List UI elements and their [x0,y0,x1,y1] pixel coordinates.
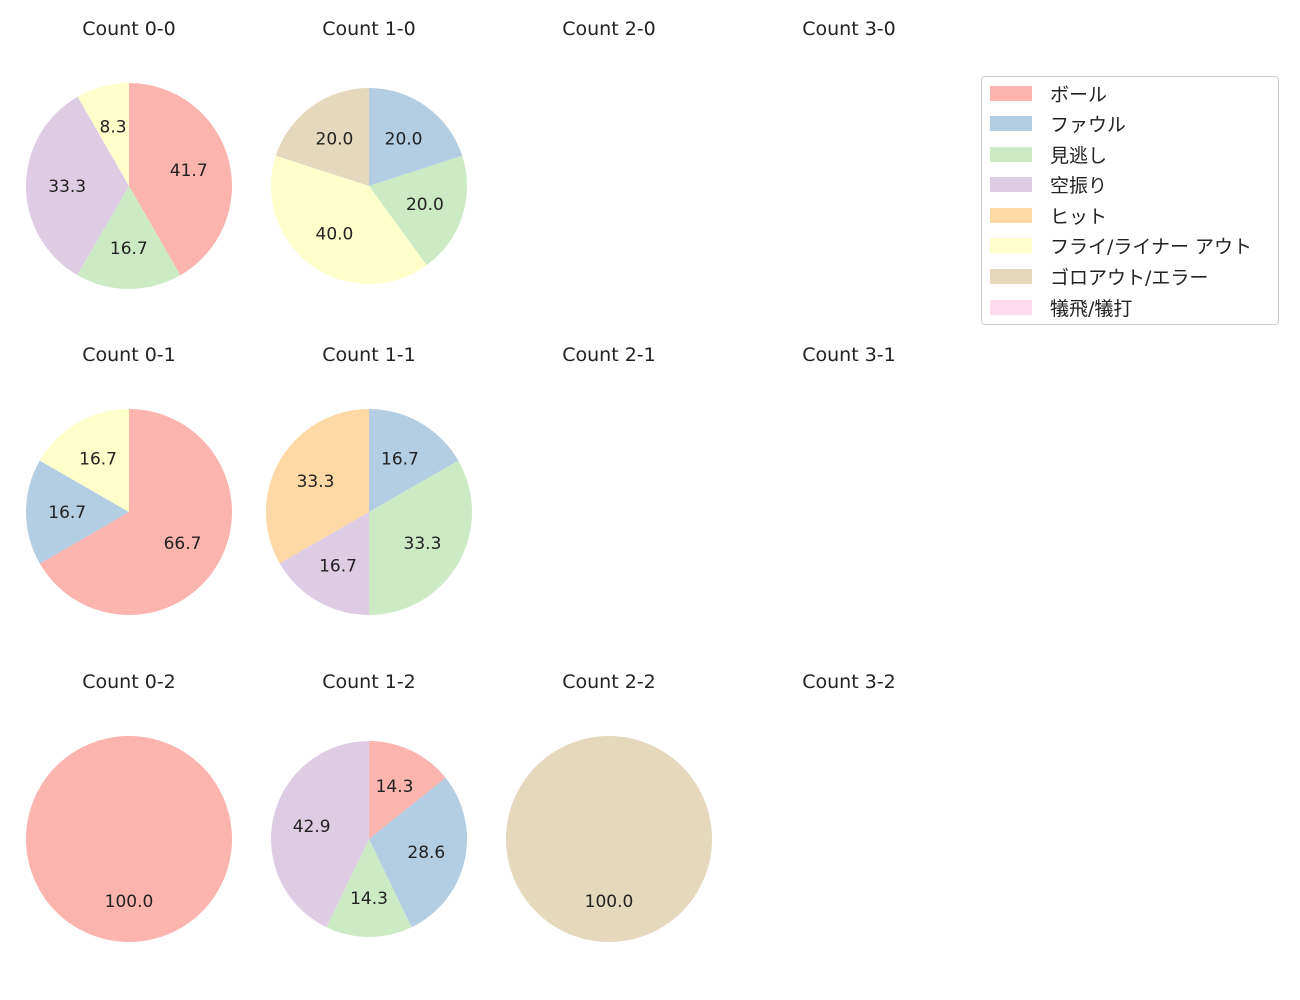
pie-slice [271,741,369,928]
legend-label: 空振り [1050,174,1108,197]
legend-item-called-strike: 見逃し [990,139,1107,169]
pie-slice [25,96,130,275]
pie-subplot: Count 1-2 14.3 28.6 14.3 42.9 [271,671,467,937]
slice-label: 20.0 [406,195,444,215]
subplot-title: Count 0-2 [82,671,176,693]
pie-slice [77,83,129,186]
slice-label: 16.7 [110,239,148,259]
subplot-title: Count 0-1 [82,344,176,366]
pie-slice [369,741,446,839]
slice-label: 41.7 [170,161,208,181]
legend-swatch [990,176,1032,192]
pie-slice [270,155,427,285]
legend-item-sacrifice: 犠飛/犠打 [990,292,1132,322]
legend-swatch [990,268,1032,284]
slice-label: 16.7 [48,503,86,523]
slice-label: 14.3 [350,889,388,909]
legend-swatch [990,115,1032,131]
legend-item-swinging-strike: 空振り [990,169,1107,199]
legend: ボール ファウル 見逃し 空振り ヒット フライ/ライナー アウト ゴロアウト/… [981,76,1279,325]
subplot-title: Count 3-0 [802,18,896,40]
pie-slice [369,460,473,615]
slice-label: 16.7 [381,450,419,470]
pie-slice [266,409,369,564]
legend-item-foul: ファウル [990,108,1126,138]
slice-label: 16.7 [319,556,357,576]
pie-slice [369,155,467,266]
legend-label: ヒット [1050,205,1108,228]
pie-slice [275,88,369,186]
pie-subplot: Count 0-0 41.7 16.7 33.3 8.3 [25,18,233,289]
legend-item-grounder-out-error: ゴロアウト/エラー [990,261,1208,291]
slice-label: 14.3 [376,777,414,797]
slice-label: 100.0 [585,892,634,912]
pie-subplot: Count 2-2 100.0 [506,671,712,942]
legend-label: ファウル [1050,113,1127,136]
pie-slice [326,839,412,937]
subplot-title: Count 1-2 [322,671,416,693]
legend-item-hit: ヒット [990,200,1107,230]
subplot-title: Count 1-0 [322,18,416,40]
pie-subplot: Count 0-1 66.7 16.7 16.7 [25,344,232,615]
slice-label: 42.9 [293,817,331,837]
legend-item-ball: ボール [990,78,1107,108]
legend-label: 犠飛/犠打 [1050,297,1133,320]
legend-label: ボール [1050,83,1108,106]
pie-subplot: Count 3-0 [802,18,896,40]
legend-item-fly-liner-out: フライ/ライナー アウト [990,230,1252,260]
legend-swatch [990,207,1032,223]
pie-slice [39,409,129,512]
pie-slice [77,186,181,289]
pie-slice [39,409,232,615]
slice-label: 20.0 [385,129,423,149]
legend-label: ゴロアウト/エラー [1050,266,1209,289]
legend-swatch [990,146,1032,162]
pie-subplot: Count 0-2 100.0 [26,671,232,942]
legend-swatch [990,237,1032,253]
slice-label: 33.3 [48,177,86,197]
legend-swatch [990,85,1032,101]
slice-label: 33.3 [404,534,442,554]
legend-label: フライ/ライナー アウト [1050,235,1253,258]
subplot-title: Count 2-2 [562,671,656,693]
subplot-title: Count 3-2 [802,671,896,693]
pie-slice [369,88,463,186]
pie-subplot: Count 2-0 [562,18,656,40]
subplot-title: Count 2-0 [562,18,656,40]
slice-label: 28.6 [407,843,445,863]
pie-subplot: Count 2-1 [562,344,656,366]
slice-label: 40.0 [316,225,354,245]
pie-slice [129,83,233,276]
slice-label: 66.7 [164,534,202,554]
slice-label: 100.0 [105,892,154,912]
pie-subplot: Count 3-2 [802,671,896,693]
slice-label: 33.3 [297,472,335,492]
pie-slice [369,777,467,928]
legend-label: 見逃し [1050,144,1108,167]
legend-swatch [990,299,1032,315]
slice-label: 16.7 [79,449,117,469]
subplot-title: Count 1-1 [322,344,416,366]
subplot-title: Count 3-1 [802,344,896,366]
pie-slice [279,512,369,615]
subplot-title: Count 0-0 [82,18,176,40]
pie-slice [25,460,129,564]
pie-subplot: Count 3-1 [802,344,896,366]
pie-subplot: Count 1-0 20.0 20.0 40.0 20.0 [270,18,467,285]
slice-label: 20.0 [316,129,354,149]
subplot-title: Count 2-1 [562,344,656,366]
pie-slice [26,736,232,942]
pie-slice [369,409,459,512]
pie-slice [506,736,712,942]
pie-subplot: Count 1-1 16.7 33.3 16.7 33.3 [266,344,473,615]
slice-label: 8.3 [100,117,127,137]
